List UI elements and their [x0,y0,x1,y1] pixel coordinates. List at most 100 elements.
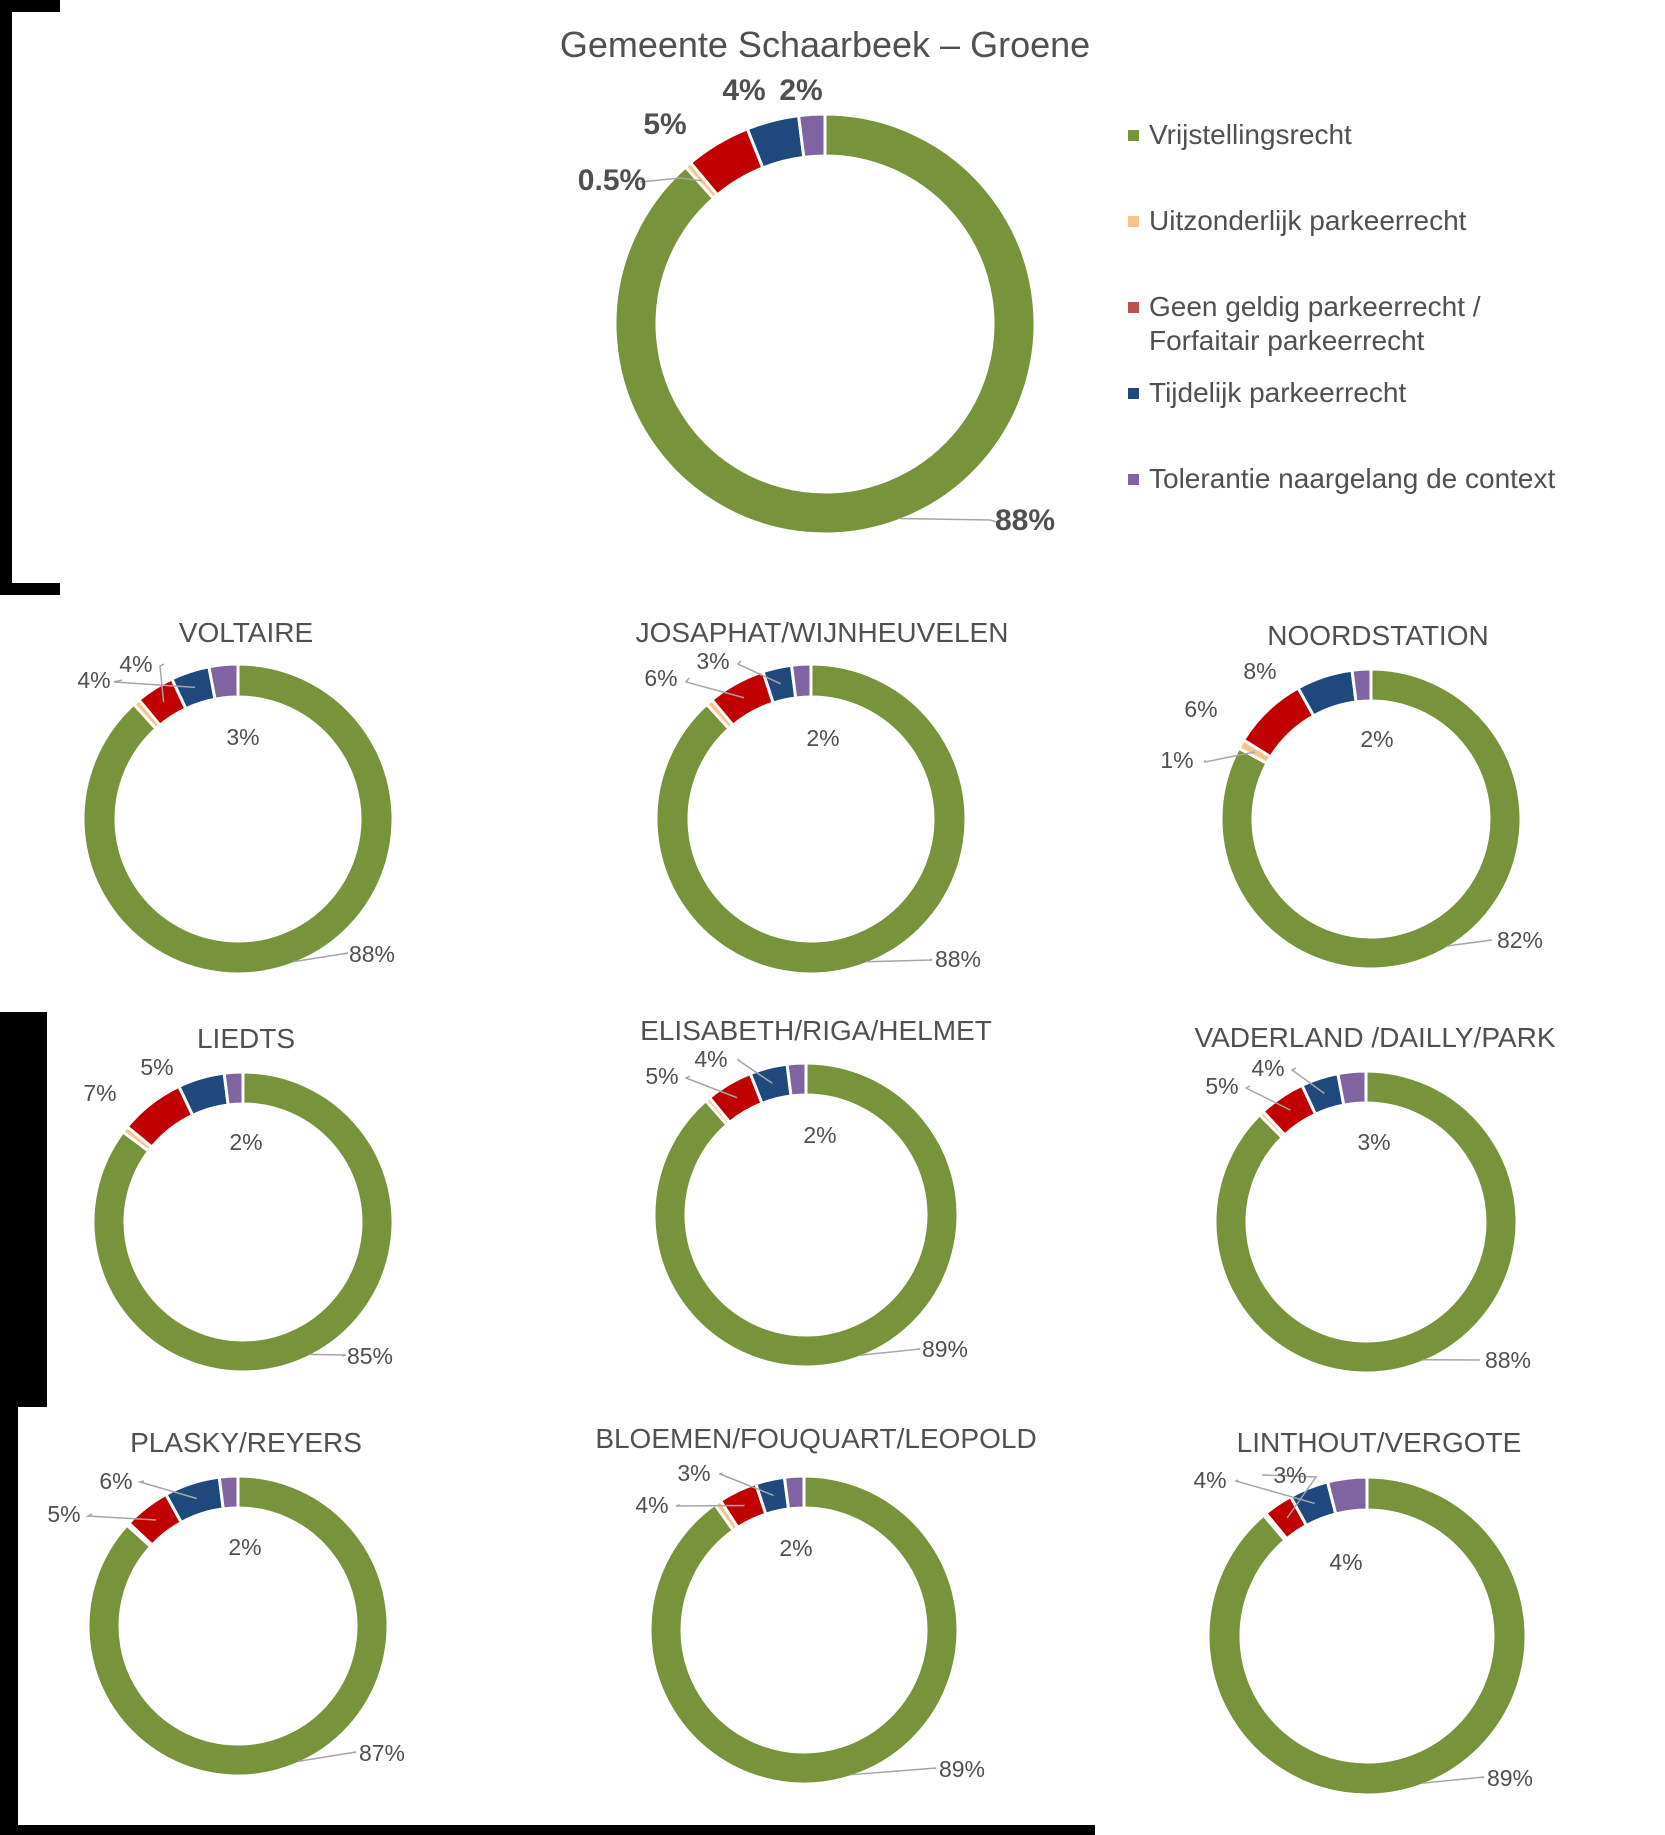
data-label-tolerantie: 2% [803,1122,836,1148]
chart-title: NOORDSTATION [1267,620,1488,651]
leader-line [309,1353,347,1357]
chart-title: Gemeente Schaarbeek – Groene [560,24,1090,65]
leader-line [159,663,165,703]
leader-line [85,1513,157,1521]
data-label-tolerantie: 2% [779,1535,812,1561]
legend-swatch-blue-icon [1128,388,1139,399]
legend-item-geen-geldig: Geen geldig parkeerrecht / Forfaitair pa… [1128,290,1481,358]
top-left-bracket-cap-bottom [0,583,60,595]
slice-vrijstellingsrecht [1219,667,1523,971]
chart-title: VOLTAIRE [179,617,313,648]
legend-swatch-purple-icon [1128,474,1139,485]
slice-tolerantie [789,662,813,700]
slice-vrijstellingsrecht [86,1474,390,1778]
leader-line [866,958,933,963]
leader-line [736,660,782,685]
bottom-border-line [0,1825,1095,1835]
data-label-tijdelijk: 4% [77,667,110,693]
slice-tolerantie [796,112,827,160]
data-label-geen-geldig: 7% [83,1080,116,1106]
data-label-tijdelijk: 4% [694,1046,727,1072]
leader-line [898,517,998,523]
donut-chart-9: BLOEMEN/FOUQUART/LEOPOLD 89% 4% 3% 2% [595,1423,1037,1786]
legend-item-uitzonderlijk: Uitzonderlijk parkeerrecht [1128,204,1466,238]
slice-vrijstellingsrecht [654,662,968,976]
chart-title: VADERLAND /DAILLY/PARK [1194,1022,1555,1053]
bottom-left-black-bar [0,1407,18,1835]
data-label-vrijstellingsrecht: 88% [349,941,395,967]
data-label-vrijstellingsrecht: 89% [922,1336,968,1362]
top-left-bracket-cap-top [0,0,60,12]
data-label-tijdelijk: 3% [696,648,729,674]
leader-line [293,952,349,963]
donut-chart-10: LINTHOUT/VERGOTE 89% 3% 4% 4% [1193,1427,1533,1797]
slice-vrijstellingsrecht [613,112,1037,536]
donut-chart-4: NOORDSTATION 82% 1% 8% 6% 2% [1160,620,1543,971]
chart-title: PLASKY/REYERS [130,1427,362,1458]
slice-tolerantie [1350,667,1373,704]
slice-vrijstellingsrecht [1213,1069,1519,1375]
slice-tolerantie [785,1061,808,1098]
leader-line [736,1058,773,1084]
chart-title: ELISABETH/RIGA/HELMET [640,1015,992,1046]
leader-line [1204,751,1256,763]
data-label-tolerantie: 2% [228,1534,261,1560]
data-label-vrijstellingsrecht: 88% [935,946,981,972]
top-left-bracket-bar [0,0,12,595]
data-label-tolerantie: 3% [226,724,259,750]
leader-line [297,1751,357,1763]
leader-line [1244,1085,1291,1111]
donut-chart-6: ELISABETH/RIGA/HELMET 89% 5% 4% 2% [640,1015,992,1369]
donut-chart-3: JOSAPHAT/WIJNHEUVELEN 88% 6% 3% 2% [636,617,1009,976]
slice-vrijstellingsrecht [91,1070,395,1374]
data-label-vrijstellingsrecht: 87% [359,1740,405,1766]
data-label-geen-geldig: 5% [47,1501,80,1527]
slice-tolerantie [207,662,240,701]
leader-line [850,1767,937,1776]
data-label-vrijstellingsrecht: 89% [939,1756,985,1782]
data-label-uitzonderlijk: 1% [1160,747,1193,773]
leader-line [1261,1474,1318,1519]
data-label-tolerantie: 3% [1357,1129,1390,1155]
slice-vrijstellingsrecht [652,1061,960,1369]
data-label-tolerantie: 2% [779,74,822,107]
middle-left-black-bar [0,1012,47,1407]
legend-item-vrijstellingsrecht: Vrijstellingsrecht [1128,118,1352,152]
data-label-tijdelijk: 4% [722,74,765,107]
data-label-geen-geldig: 5% [1205,1073,1238,1099]
leader-line [639,177,702,183]
data-label-uitzonderlijk: 0.5% [578,164,646,197]
data-label-tijdelijk: 3% [677,1460,710,1486]
slice-tolerantie [1336,1069,1368,1107]
legend-swatch-red-icon [1128,302,1139,313]
chart-title: BLOEMEN/FOUQUART/LEOPOLD [595,1423,1036,1454]
legend-label: Uitzonderlijk parkeerrecht [1149,205,1467,236]
data-label-geen-geldig: 8% [1243,658,1276,684]
slice-tolerantie [782,1474,806,1511]
data-label-tijdelijk: 4% [1251,1055,1284,1081]
data-label-geen-geldig: 3% [1273,1462,1306,1488]
legend-item-tolerantie: Tolerantie naargelang de context [1128,462,1555,496]
leader-line [1233,1479,1315,1505]
data-label-geen-geldig: 5% [645,1063,678,1089]
donut-chart-2: VOLTAIRE 88% 4% 4% 3% [77,617,395,976]
data-label-tolerantie: 2% [1360,726,1393,752]
chart-title: JOSAPHAT/WIJNHEUVELEN [636,617,1009,648]
data-label-vrijstellingsrecht: 89% [1487,1765,1533,1791]
legend-item-tijdelijk: Tijdelijk parkeerrecht [1128,376,1406,410]
donut-chart-1: Gemeente Schaarbeek – Groene 88% 0.5% 5% 4% 2… [560,24,1090,537]
leader-line [1421,1776,1485,1785]
slice-tolerantie [217,1474,240,1511]
chart-title: LINTHOUT/VERGOTE [1237,1427,1522,1458]
legend-swatch-green-icon [1128,130,1139,141]
slice-vrijstellingsrecht [1206,1475,1528,1797]
donut-chart-5: LIEDTS 85% 7% 5% 2% [83,1023,395,1374]
slice-vrijstellingsrecht [648,1474,960,1786]
data-label-tolerantie: 2% [806,725,839,751]
donut-chart-7: VADERLAND /DAILLY/PARK 88% 5% 4% 3% [1194,1022,1556,1375]
leader-line [1446,939,1493,947]
legend-label: Geen geldig parkeerrecht / Forfaitair pa… [1149,291,1481,356]
chart-title: LIEDTS [197,1023,295,1054]
slice-tolerantie [222,1070,245,1107]
